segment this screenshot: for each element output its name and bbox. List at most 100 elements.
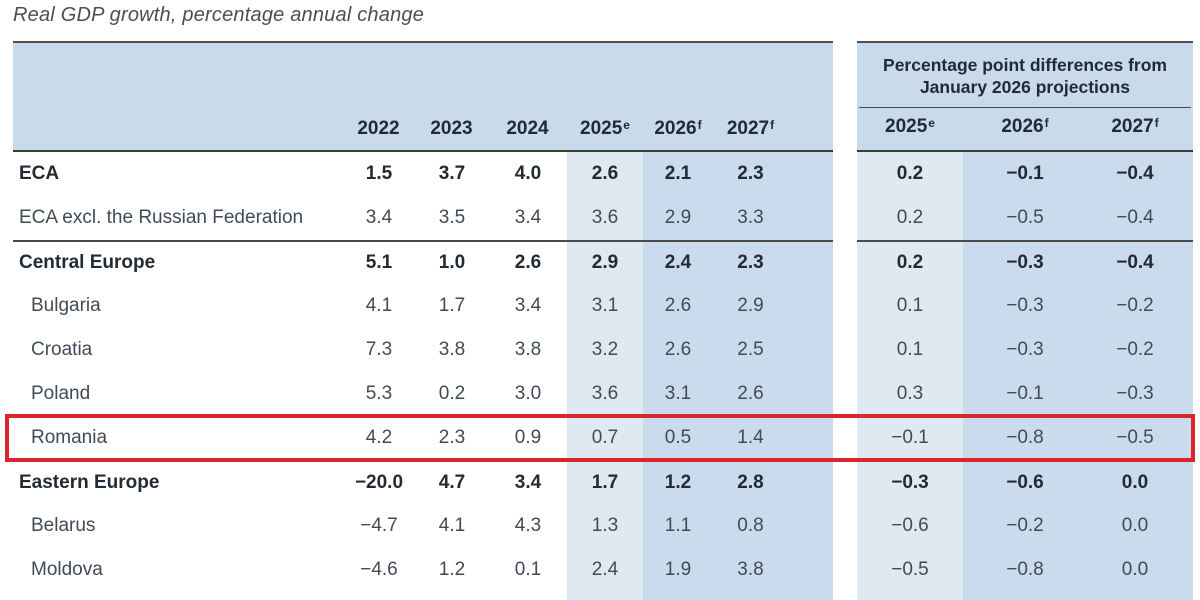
cell-2024: 4.3 [514, 515, 542, 536]
row-right-pad [788, 372, 833, 416]
filler [489, 592, 567, 600]
table-row-croatia: Croatia 7.3 3.8 3.8 3.2 2.6 2.5 [13, 328, 833, 372]
diff-row-poland: 0.3 −0.1 −0.3 [857, 372, 1193, 416]
cell-2025: 3.2 [567, 328, 643, 372]
diff-row-right-pad [1183, 240, 1193, 284]
table-row-belarus: Belarus −4.7 4.1 4.3 1.3 1.1 0.8 [13, 504, 833, 548]
diff-header-year-1: 2025e [857, 108, 963, 150]
diff-cell-2026: −0.3 [963, 240, 1087, 284]
gdp-header-year-5: 2026f [643, 43, 713, 152]
year-label: 2024 [506, 118, 549, 139]
diff-row-eca: 0.2 −0.1 −0.4 [857, 152, 1193, 196]
cell-2022: 7.3 [365, 339, 393, 360]
cell-2024: 2.6 [489, 240, 567, 284]
table-row-eca-excl-the-russian-federation: ECA excl. the Russian Federation 3.4 3.5 3.… [13, 196, 833, 240]
row-label: Croatia [31, 339, 93, 360]
filler [857, 592, 963, 600]
year-label: 2023 [430, 118, 473, 139]
row-right-pad [788, 240, 833, 284]
projection-diff-table: Percentage point differences from Januar… [857, 41, 1193, 600]
cell-2024: 0.1 [514, 559, 542, 580]
cell-2026: 2.6 [643, 328, 713, 372]
table-row-bulgaria: Bulgaria 4.1 1.7 3.4 3.1 2.6 2.9 [13, 284, 833, 328]
cell-2022: −4.6 [360, 559, 398, 580]
cell-2023: 4.1 [438, 515, 466, 536]
cell-2026: 2.9 [643, 196, 713, 240]
diff-row-belarus: −0.6 −0.2 0.0 [857, 504, 1193, 548]
cell-2027: 2.9 [713, 284, 788, 328]
cell-2022: 4.2 [365, 427, 393, 448]
diff-cell-2025: 0.3 [857, 372, 963, 416]
diff-filler-row [857, 592, 1193, 600]
diff-cell-2027: 0.0 [1087, 548, 1183, 592]
filler [963, 592, 1087, 600]
diff-cell-2027: −0.4 [1087, 152, 1183, 196]
cell-2027: 3.8 [713, 548, 788, 592]
cell-2026: 1.9 [643, 548, 713, 592]
table-filler-row [13, 592, 833, 600]
row-label: ECA [19, 163, 60, 184]
cell-2024: 3.4 [489, 460, 567, 504]
year-superscript: e [928, 116, 935, 130]
row-right-pad [788, 548, 833, 592]
year-label: 2022 [357, 118, 400, 139]
cell-2024: 3.0 [514, 383, 542, 404]
diff-cell-2026: −0.8 [963, 416, 1087, 460]
cell-2026: 3.1 [643, 372, 713, 416]
cell-2022: −4.7 [360, 515, 398, 536]
diff-cell-2027: −0.2 [1087, 284, 1183, 328]
diff-table-header: Percentage point differences from Januar… [857, 43, 1193, 152]
diff-cell-2027: −0.3 [1087, 372, 1183, 416]
cell-2022: 5.3 [365, 383, 393, 404]
cell-2023: 0.2 [438, 383, 466, 404]
diff-row-bulgaria: 0.1 −0.3 −0.2 [857, 284, 1193, 328]
diff-row-right-pad [1183, 548, 1193, 592]
gdp-header-year-4: 2025e [567, 43, 643, 152]
diff-cell-2026: −0.6 [963, 460, 1087, 504]
year-superscript: f [1154, 116, 1159, 130]
cell-2023: 3.7 [438, 163, 466, 184]
cell-2027: 2.5 [713, 328, 788, 372]
diff-cell-2027: −0.5 [1087, 416, 1183, 460]
row-right-pad [788, 460, 833, 504]
cell-2024: 4.0 [514, 163, 542, 184]
diff-cell-2027: −0.4 [1087, 240, 1183, 284]
cell-2022: 1.5 [365, 163, 393, 184]
row-right-pad [788, 504, 833, 548]
cell-2027: 0.8 [713, 504, 788, 548]
diff-row-croatia: 0.1 −0.3 −0.2 [857, 328, 1193, 372]
filler [713, 592, 788, 600]
diff-table-body: 0.2 −0.1 −0.4 0.2 −0.5 −0.4 0.2 −0.3 −0.4 0.1 −0.3… [857, 152, 1193, 600]
diff-row-right-pad [1183, 416, 1193, 460]
diff-cell-2025: −0.6 [857, 504, 963, 548]
diff-cell-2026: −0.8 [963, 548, 1087, 592]
cell-2027: 2.3 [713, 152, 788, 196]
table-row-eca: ECA 1.5 3.7 4.0 2.6 2.1 2.3 [13, 152, 833, 196]
cell-2025: 1.3 [567, 504, 643, 548]
cell-2023: 4.7 [415, 460, 489, 504]
filler [1087, 592, 1183, 600]
cell-2027: 3.3 [713, 196, 788, 240]
row-right-pad [788, 416, 833, 460]
cell-2026: 2.4 [643, 240, 713, 284]
diff-cell-2026: −0.3 [963, 328, 1087, 372]
cell-2025: 3.6 [567, 372, 643, 416]
diff-row-right-pad [1183, 328, 1193, 372]
cell-2023: 1.0 [415, 240, 489, 284]
diff-row-moldova: −0.5 −0.8 0.0 [857, 548, 1193, 592]
cell-2025: 3.1 [567, 284, 643, 328]
cell-2026: 1.1 [643, 504, 713, 548]
cell-2023: 3.8 [438, 339, 466, 360]
table-row-romania: Romania 4.2 2.3 0.9 0.7 0.5 1.4 [13, 416, 833, 460]
table-title: Real GDP growth, percentage annual chang… [13, 4, 425, 26]
year-label: 2027f [1111, 116, 1159, 137]
cell-2027: 2.3 [713, 240, 788, 284]
header-label-spacer [13, 43, 343, 152]
row-label: Romania [31, 427, 108, 448]
diff-cell-2025: 0.1 [857, 328, 963, 372]
diff-row-eastern-europe: −0.3 −0.6 0.0 [857, 460, 1193, 504]
filler [13, 592, 343, 600]
diff-cell-2026: −0.2 [963, 504, 1087, 548]
filler [1183, 592, 1193, 600]
row-label: Bulgaria [31, 295, 101, 316]
